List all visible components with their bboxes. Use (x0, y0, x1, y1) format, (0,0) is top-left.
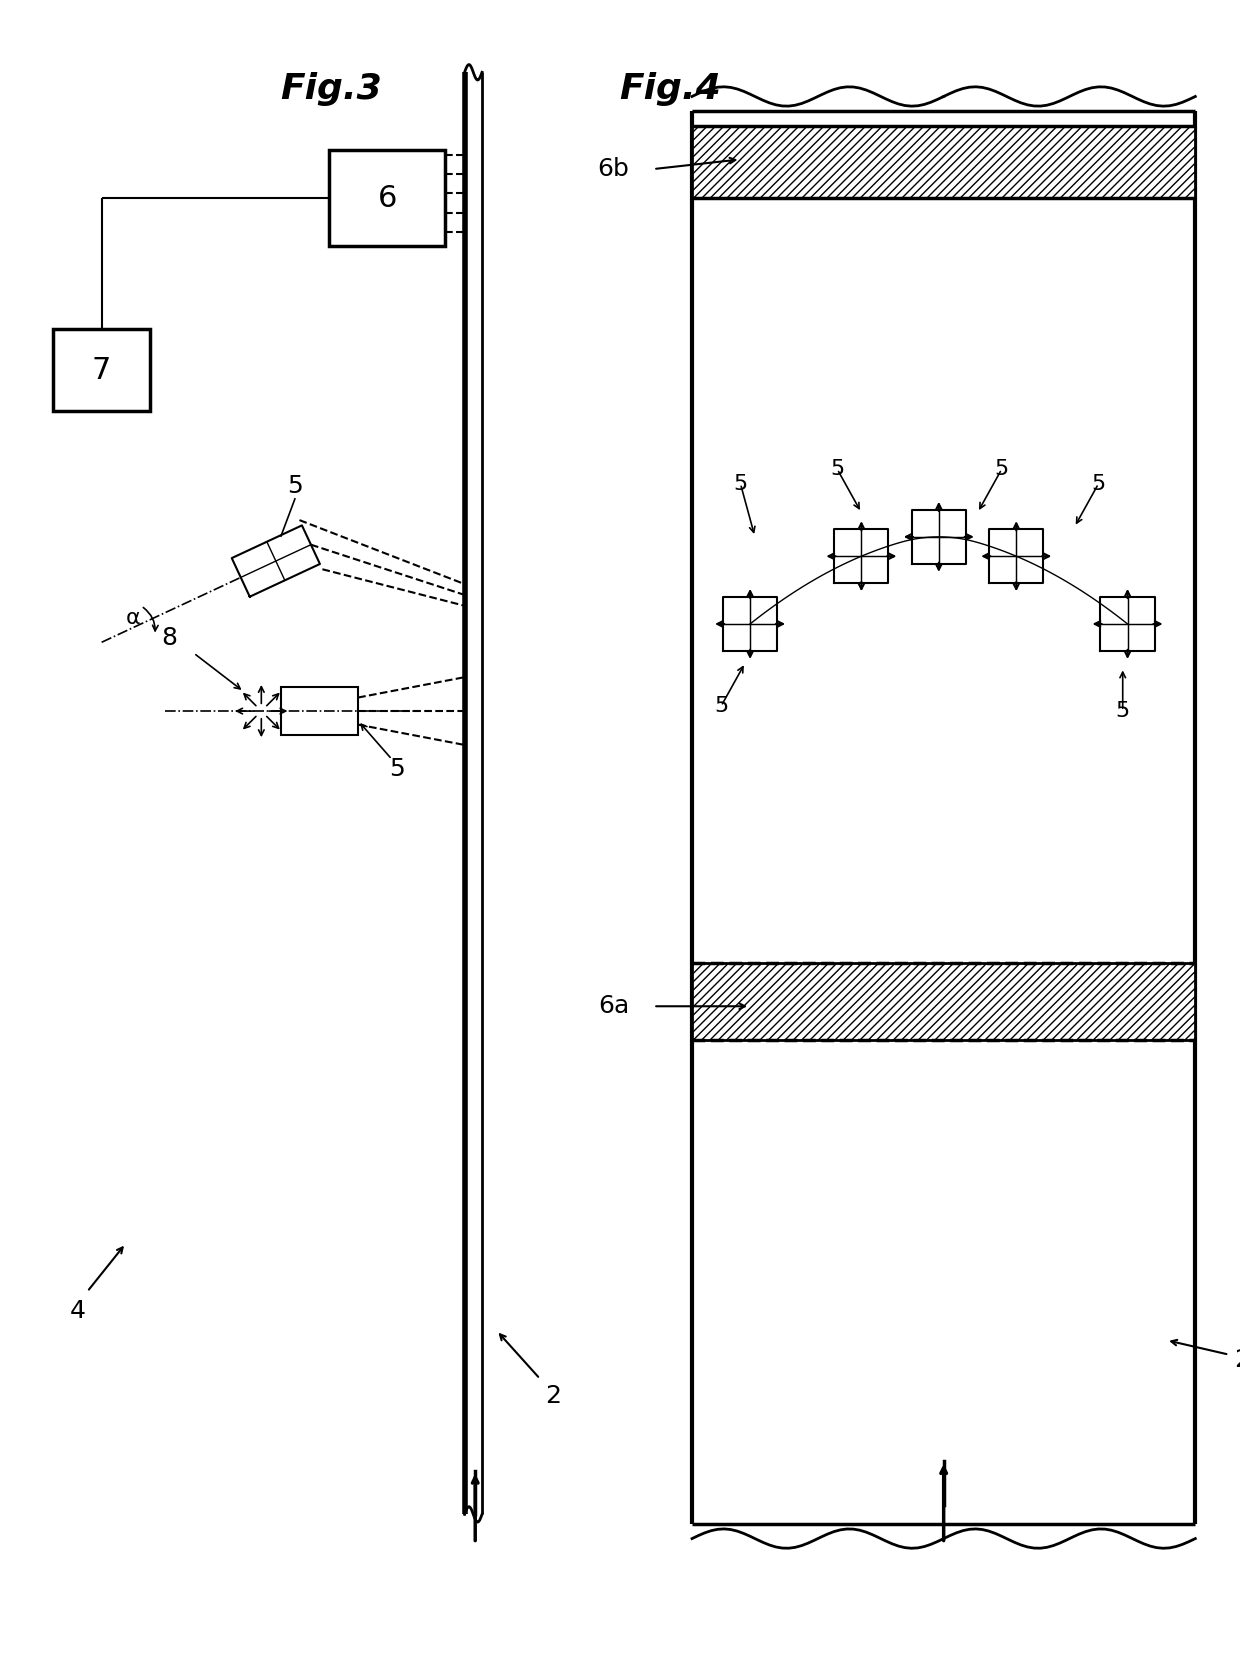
Text: 5: 5 (1116, 702, 1130, 722)
Text: 4: 4 (69, 1299, 86, 1324)
Text: 7: 7 (92, 355, 112, 385)
Text: 5: 5 (714, 697, 728, 717)
Text: 5: 5 (994, 458, 1009, 478)
Text: 5: 5 (1091, 473, 1106, 493)
Text: 5: 5 (288, 473, 303, 498)
Bar (692, 964, 1195, 1040)
Text: 2: 2 (1234, 1347, 1240, 1372)
Text: 5: 5 (830, 458, 844, 478)
Bar (53, 328, 150, 412)
Text: 6: 6 (377, 183, 397, 213)
Text: 2: 2 (544, 1384, 560, 1407)
Text: α: α (126, 608, 141, 628)
Text: Fig.4: Fig.4 (620, 72, 722, 107)
Text: 6a: 6a (598, 994, 629, 1019)
Bar (692, 125, 1195, 198)
Text: Fig.3: Fig.3 (280, 72, 382, 107)
Bar (280, 687, 358, 735)
Bar (329, 150, 445, 247)
Text: 8: 8 (161, 627, 177, 650)
Text: 5: 5 (733, 473, 748, 493)
Text: 6b: 6b (598, 157, 629, 182)
Text: 5: 5 (389, 757, 404, 782)
